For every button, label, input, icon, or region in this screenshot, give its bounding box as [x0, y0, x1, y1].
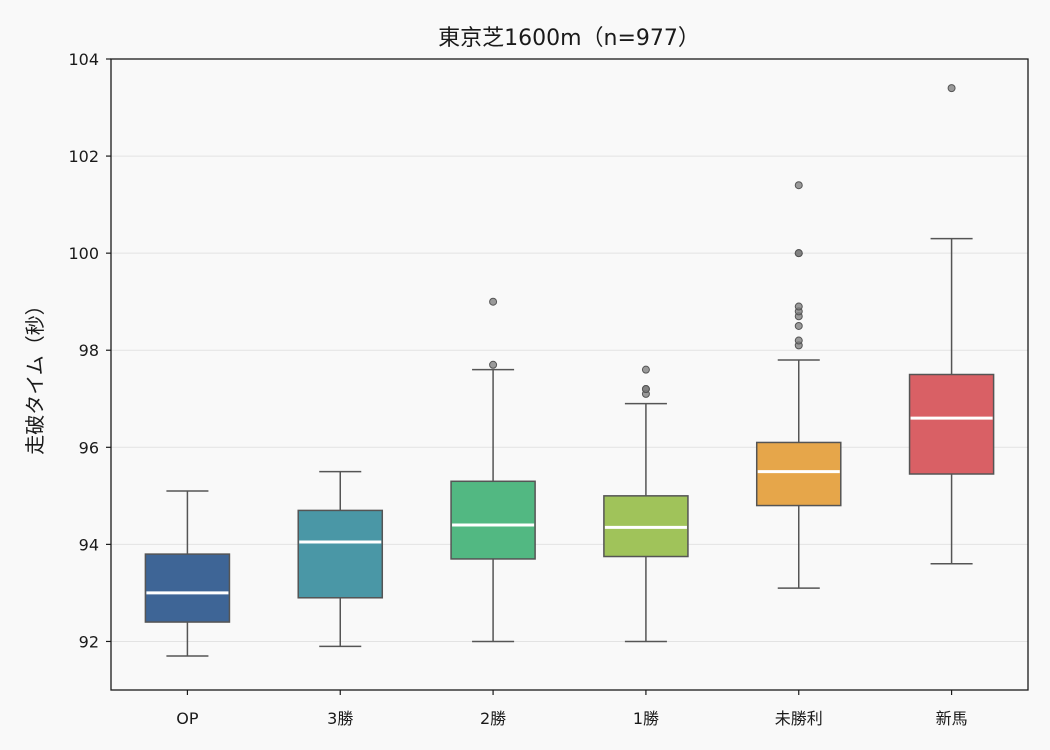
box-group: [450, 297, 536, 643]
y-axis-label: 走破タイム（秒）: [23, 295, 47, 455]
box-group: [755, 181, 842, 589]
y-tick-label: 98: [79, 341, 99, 360]
y-tick-label: 104: [68, 50, 99, 69]
outlier-point: [489, 360, 498, 369]
box-group: [908, 84, 995, 565]
chart-title: 東京芝1600m（n=977）: [438, 26, 700, 51]
x-tick-label: 3勝: [327, 709, 353, 728]
y-tick-label: 94: [79, 535, 99, 554]
x-tick-label: 新馬: [936, 709, 968, 728]
x-tick-label: OP: [176, 709, 199, 728]
outlier-point: [947, 84, 956, 93]
outlier-point: [794, 321, 803, 330]
y-tick-label: 96: [79, 438, 99, 457]
box-group: [603, 365, 689, 643]
outlier-point: [794, 302, 803, 311]
x-tick-label: 2勝: [480, 709, 506, 728]
box-group: [297, 470, 384, 648]
y-axis-ticks: 92 94 96 98 100 102 104: [68, 50, 111, 651]
y-tick-label: 100: [68, 244, 99, 263]
boxes: [144, 84, 995, 657]
plot-area: [111, 59, 1028, 690]
box-group: [144, 490, 231, 657]
box-iqr: [908, 373, 995, 475]
y-tick-label: 92: [79, 632, 99, 651]
box-iqr: [144, 553, 231, 623]
x-tick-label: 1勝: [633, 709, 659, 728]
outlier-point: [794, 336, 803, 345]
x-axis-ticks: OP 3勝 2勝 1勝 未勝利 新馬: [176, 690, 968, 728]
box-iqr: [450, 480, 536, 560]
outlier-point: [794, 249, 803, 258]
outlier-point: [641, 385, 650, 394]
box-iqr: [297, 509, 384, 599]
plot-frame: [110, 58, 1029, 691]
outlier-point: [641, 365, 650, 374]
outlier-point: [794, 181, 803, 190]
box-iqr: [755, 441, 842, 507]
outlier-point: [489, 297, 498, 306]
x-tick-label: 未勝利: [775, 709, 823, 728]
y-tick-label: 102: [68, 147, 99, 166]
